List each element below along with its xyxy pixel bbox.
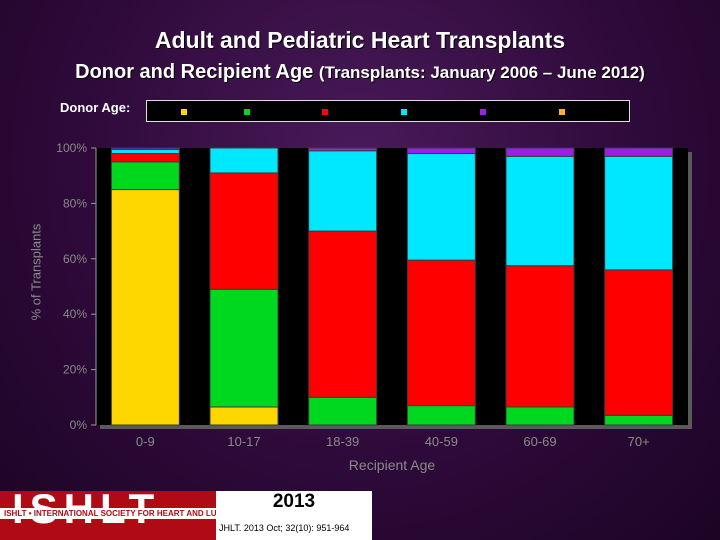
x-tick-label: 0-9 xyxy=(136,434,155,449)
subtitle-date-range: (Transplants: January 2006 – June 2012) xyxy=(318,63,645,82)
bar-segment-10-17-series-4 xyxy=(209,147,279,174)
bar-segment-0-9-series-3 xyxy=(110,153,180,163)
y-tick-label: 40% xyxy=(63,307,87,321)
bar-segment-70+-series-4 xyxy=(604,155,674,271)
legend-label: Donor Age: xyxy=(60,100,131,115)
citation-box: 2013 JHLT. 2013 Oct; 32(10): 951-964 xyxy=(216,491,372,540)
plot-area xyxy=(96,148,688,425)
bar-segment-70+-series-3 xyxy=(604,269,674,416)
legend xyxy=(146,100,630,122)
bar-segment-60-69-series-3 xyxy=(505,265,575,408)
chart-subtitle: Donor and Recipient Age (Transplants: Ja… xyxy=(0,61,720,84)
x-tick-label: 70+ xyxy=(628,434,650,449)
legend-swatch-orange xyxy=(559,109,565,115)
legend-swatch-purple xyxy=(480,109,486,115)
x-tick-label: 18-39 xyxy=(326,434,359,449)
x-tick-label: 60-69 xyxy=(523,434,556,449)
y-tick-label: 0% xyxy=(70,418,88,432)
bar-segment-40-59-series-2 xyxy=(406,405,476,426)
subtitle-main: Donor and Recipient Age xyxy=(75,61,314,83)
bar-segment-60-69-series-2 xyxy=(505,406,575,426)
legend-swatch-red xyxy=(322,109,328,115)
bar-segment-40-59-series-3 xyxy=(406,259,476,407)
citation-year: 2013 xyxy=(272,491,316,512)
bar-segment-0-9-series-1 xyxy=(110,189,180,426)
stacked-bar-chart: 0% 20% 40% 60% 80% 100% 0-9 10-17 18-39 40-59 60-6… xyxy=(56,141,692,449)
bar-segment-18-39-series-3 xyxy=(308,230,378,398)
bar-segment-0-9-series-2 xyxy=(110,161,180,191)
bar-segment-60-69-series-4 xyxy=(505,155,575,267)
bar-segment-18-39-series-5 xyxy=(308,147,378,152)
bar-segment-40-59-series-5 xyxy=(406,147,476,155)
bar-segment-70+-series-2 xyxy=(604,414,674,426)
bar-segment-40-59-series-4 xyxy=(406,153,476,261)
bar-segment-0-9-series-4 xyxy=(110,148,180,155)
bar-segment-0-9-series-5 xyxy=(110,147,180,150)
bar-segment-18-39-series-2 xyxy=(308,396,378,426)
x-tick-label: 10-17 xyxy=(227,434,260,449)
bar-segment-18-39-series-4 xyxy=(308,150,378,232)
legend-swatch-green xyxy=(244,109,250,115)
bar-segment-10-17-series-1 xyxy=(209,406,279,426)
bar-segment-60-69-series-5 xyxy=(505,147,575,157)
citation-reference: JHLT. 2013 Oct; 32(10): 951-964 xyxy=(219,523,350,533)
y-tick-label: 80% xyxy=(63,196,87,210)
x-axis-label: Recipient Age xyxy=(348,457,436,473)
bar-segment-10-17-series-3 xyxy=(209,172,279,290)
bar-segment-70+-series-5 xyxy=(604,147,674,157)
bar-segment-10-17-series-2 xyxy=(209,288,279,408)
legend-swatch-yellow xyxy=(181,109,187,115)
y-tick-label: 60% xyxy=(63,252,87,266)
org-name-strip: ISHLT • INTERNATIONAL SOCIETY FOR HEART … xyxy=(0,508,372,519)
legend-swatch-cyan xyxy=(401,109,407,115)
y-tick-label: 20% xyxy=(63,363,87,377)
y-tick-label: 100% xyxy=(56,141,87,155)
x-tick-label: 40-59 xyxy=(425,434,458,449)
chart-title: Adult and Pediatric Heart Transplants xyxy=(154,27,566,53)
